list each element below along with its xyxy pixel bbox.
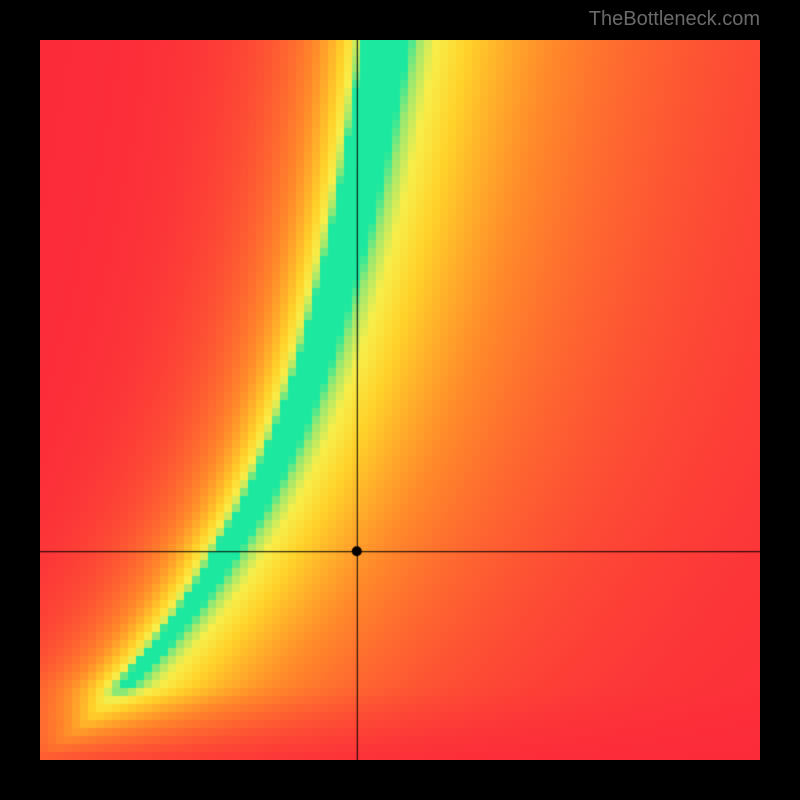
heatmap-plot xyxy=(40,40,760,760)
watermark-text: TheBottleneck.com xyxy=(589,8,760,31)
chart-container: TheBottleneck.com xyxy=(0,0,800,800)
